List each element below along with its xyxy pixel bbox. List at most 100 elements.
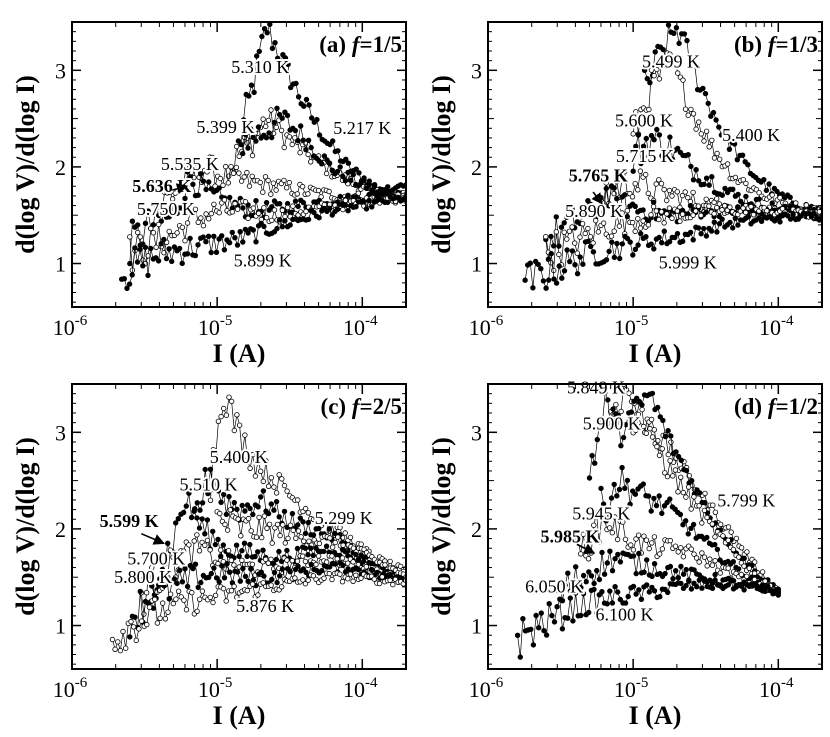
data-point xyxy=(712,558,718,564)
data-point xyxy=(175,516,181,522)
data-point xyxy=(128,618,134,625)
data-point xyxy=(600,220,607,226)
data-point xyxy=(266,521,273,527)
data-point xyxy=(284,547,290,554)
data-point xyxy=(696,503,702,509)
data-point xyxy=(290,527,296,534)
data-point xyxy=(340,206,346,213)
data-point xyxy=(661,54,668,61)
data-point xyxy=(167,591,174,597)
data-point xyxy=(574,271,581,277)
data-point xyxy=(591,522,597,528)
data-point xyxy=(132,245,138,251)
data-point xyxy=(745,213,752,220)
data-point xyxy=(215,560,221,567)
data-point xyxy=(693,166,699,173)
data-point xyxy=(258,569,264,575)
data-point xyxy=(577,234,583,240)
data-point xyxy=(246,183,253,189)
data-point xyxy=(303,96,310,103)
data-point xyxy=(289,141,295,148)
data-point xyxy=(269,217,275,224)
temperature-label-5-599-k: 5.599 K xyxy=(100,511,159,531)
data-point xyxy=(212,541,219,548)
data-point xyxy=(612,514,618,520)
temperature-label-5-217-k: 5.217 K xyxy=(333,118,391,138)
data-point xyxy=(604,560,610,566)
data-point xyxy=(236,422,243,428)
data-point xyxy=(604,601,610,607)
data-point xyxy=(664,148,670,154)
data-point xyxy=(226,569,233,575)
data-point xyxy=(298,534,304,540)
data-point xyxy=(603,257,610,263)
data-point xyxy=(606,512,612,518)
data-point xyxy=(763,187,770,194)
data-point xyxy=(614,195,620,202)
data-point xyxy=(194,500,200,506)
data-point xyxy=(350,559,356,565)
temperature-label-halo: 5.310 K xyxy=(231,57,289,77)
data-point xyxy=(745,161,751,168)
panel-title: (c) f=2/5 xyxy=(321,394,402,419)
data-point xyxy=(231,427,237,434)
temperature-label-halo: 5.765 K xyxy=(569,165,628,185)
data-point xyxy=(153,202,159,209)
x-tick-label: 10-4 xyxy=(343,675,378,702)
data-point xyxy=(556,243,562,249)
data-point xyxy=(343,156,349,162)
data-point xyxy=(787,216,794,222)
data-point xyxy=(207,594,213,601)
data-point xyxy=(633,570,639,577)
data-point xyxy=(712,541,718,548)
data-point xyxy=(592,460,598,466)
data-point xyxy=(109,636,116,643)
data-point xyxy=(286,134,293,140)
data-point xyxy=(649,540,655,546)
data-point xyxy=(698,131,704,137)
y-tick-label: 3 xyxy=(55,420,66,445)
data-point xyxy=(250,227,256,233)
data-point xyxy=(651,246,657,252)
data-point xyxy=(222,521,228,528)
data-point xyxy=(664,211,670,217)
data-point xyxy=(263,199,270,206)
data-point xyxy=(129,272,135,278)
data-point xyxy=(594,567,600,574)
data-point xyxy=(287,522,294,528)
data-point xyxy=(655,437,661,444)
data-point xyxy=(305,216,312,223)
x-tick-label: 10-5 xyxy=(614,675,649,702)
data-point xyxy=(195,192,201,198)
data-point xyxy=(713,117,719,123)
data-point xyxy=(279,566,286,572)
data-point xyxy=(602,389,608,395)
data-point xyxy=(205,490,211,497)
data-point xyxy=(660,417,666,424)
data-point xyxy=(629,219,636,226)
data-point xyxy=(356,170,362,176)
data-point xyxy=(619,241,625,247)
data-point xyxy=(680,238,686,244)
data-point xyxy=(376,580,383,587)
data-point xyxy=(342,177,349,184)
data-point xyxy=(656,216,662,223)
data-point xyxy=(334,556,340,562)
data-point xyxy=(252,553,258,560)
arrow-indicator xyxy=(591,191,603,205)
data-point xyxy=(305,151,311,158)
data-point xyxy=(640,207,646,213)
data-point xyxy=(215,418,222,424)
data-point xyxy=(152,596,158,603)
data-point xyxy=(242,432,248,438)
data-point xyxy=(739,152,746,158)
y-tick-label: 2 xyxy=(55,517,66,542)
data-point xyxy=(244,169,250,176)
data-point xyxy=(589,452,595,459)
data-point xyxy=(260,547,266,553)
data-point xyxy=(188,514,195,521)
data-point xyxy=(353,203,359,210)
data-point xyxy=(632,228,638,235)
data-point xyxy=(184,220,191,226)
data-point xyxy=(205,574,212,580)
